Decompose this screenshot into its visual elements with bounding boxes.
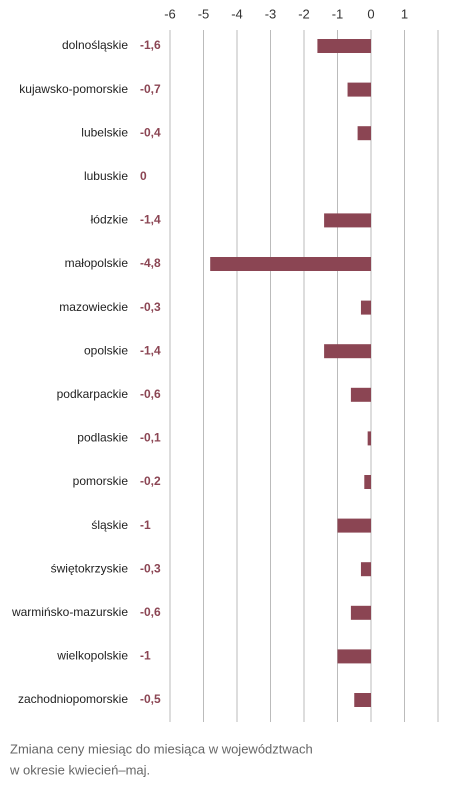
x-tick-label: -4 xyxy=(231,6,243,21)
bar xyxy=(357,126,371,141)
value-label: -0,6 xyxy=(140,605,161,619)
x-tick-label: -5 xyxy=(198,6,210,21)
bar xyxy=(360,300,371,315)
category-label: łódzkie xyxy=(91,213,129,227)
value-label: -0,4 xyxy=(140,125,161,139)
category-label: warmińsko-mazurskie xyxy=(11,605,128,619)
x-tick-label: -1 xyxy=(332,6,344,21)
bar xyxy=(337,649,371,664)
category-label: pomorskie xyxy=(73,474,129,488)
caption-line: w okresie kwiecień–maj. xyxy=(9,762,150,777)
bar xyxy=(360,562,371,577)
bar xyxy=(354,693,371,707)
bar xyxy=(324,344,371,359)
category-label: śląskie xyxy=(91,518,128,532)
bar xyxy=(350,387,371,402)
value-label: -0,7 xyxy=(140,82,161,96)
category-label: lubelskie xyxy=(81,125,128,139)
category-label: podlaskie xyxy=(77,431,128,445)
category-label: podkarpackie xyxy=(57,387,129,401)
category-label: zachodniopomorskie xyxy=(18,692,128,706)
category-label: wielkopolskie xyxy=(56,649,128,663)
x-tick-label: -2 xyxy=(298,6,310,21)
value-label: -1,6 xyxy=(140,38,161,52)
value-label: -1,4 xyxy=(140,343,161,357)
bar xyxy=(317,39,371,53)
bar xyxy=(210,257,371,271)
bar xyxy=(350,605,371,620)
category-label: świętokrzyskie xyxy=(51,561,129,575)
category-label: kujawsko-pomorskie xyxy=(19,82,128,96)
value-label: -1 xyxy=(140,518,151,532)
value-label: -0,3 xyxy=(140,300,161,314)
value-label: -0,5 xyxy=(140,692,161,706)
x-tick-label: -3 xyxy=(265,6,277,21)
value-label: -4,8 xyxy=(140,256,161,270)
value-label: -0,2 xyxy=(140,474,161,488)
bar xyxy=(324,213,371,228)
value-label: -1,4 xyxy=(140,213,161,227)
bar xyxy=(367,431,371,446)
category-label: mazowieckie xyxy=(59,300,128,314)
caption-line: Zmiana ceny miesiąc do miesiąca w wojewó… xyxy=(10,741,313,756)
x-tick-label: 1 xyxy=(401,6,408,21)
category-label: opolskie xyxy=(84,343,128,357)
value-label: -0,6 xyxy=(140,387,161,401)
value-label: -1 xyxy=(140,649,151,663)
x-tick-label: 0 xyxy=(367,6,374,21)
category-label: lubuskie xyxy=(84,169,128,183)
value-label: -0,3 xyxy=(140,561,161,575)
category-label: małopolskie xyxy=(65,256,129,270)
x-tick-label: -6 xyxy=(164,6,176,21)
bar xyxy=(347,82,371,97)
value-label: -0,1 xyxy=(140,431,161,445)
bar xyxy=(364,475,371,489)
value-label: 0 xyxy=(140,169,147,183)
category-label: dolnośląskie xyxy=(62,38,128,52)
bar xyxy=(337,518,371,533)
